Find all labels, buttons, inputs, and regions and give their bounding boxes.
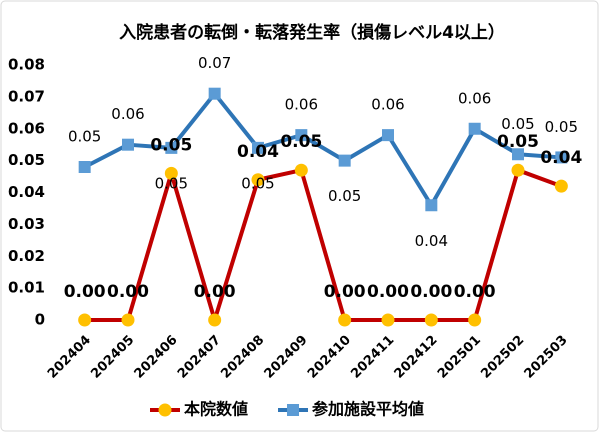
data-label: 0.00: [410, 282, 452, 302]
data-label: 0.00: [194, 282, 236, 302]
data-label: 0.05: [241, 174, 274, 192]
marker: [251, 173, 265, 187]
legend-item: 参加施設平均値: [278, 400, 424, 419]
data-label: 0.05: [280, 132, 322, 152]
data-label: 0.04: [540, 148, 582, 168]
marker: [468, 313, 482, 327]
data-label: 0.06: [458, 89, 491, 107]
chart-title: 入院患者の転倒・転落発生率（損傷レベル4以上）: [119, 22, 505, 43]
series-line: [83, 91, 562, 208]
data-label: 0.04: [415, 232, 448, 250]
data-label: 0.06: [111, 105, 144, 123]
y-tick-label: 0.01: [8, 279, 45, 297]
marker: [425, 199, 438, 212]
y-tick-label: 0: [35, 311, 45, 329]
data-label: 0.00: [64, 282, 106, 302]
data-label: 0.05: [545, 118, 578, 136]
data-label: 0.06: [285, 96, 318, 114]
data-label: 0.07: [198, 54, 231, 72]
marker: [338, 154, 351, 167]
legend-marker: [287, 404, 300, 416]
marker: [78, 161, 91, 173]
data-label: 0.00: [324, 282, 366, 302]
marker: [295, 129, 308, 142]
data-label: 0.00: [454, 282, 496, 302]
data-label: 0.04: [237, 142, 279, 162]
marker: [381, 313, 395, 327]
marker: [294, 163, 308, 177]
data-label: 0.05: [497, 132, 539, 152]
marker: [122, 138, 134, 151]
data-label: 0.05: [150, 135, 192, 155]
y-tick-label: 0.06: [8, 119, 45, 137]
marker: [554, 179, 568, 193]
marker: [511, 163, 525, 177]
legend-marker: [158, 403, 172, 417]
y-tick-label: 0.02: [8, 247, 45, 265]
y-tick-label: 0.05: [8, 151, 45, 169]
data-label: 0.00: [107, 282, 149, 302]
data-label: 0.00: [367, 282, 409, 302]
legend-label: 参加施設平均値: [312, 400, 424, 419]
series-line: [84, 168, 563, 322]
marker: [512, 148, 524, 161]
marker: [382, 129, 394, 142]
marker: [208, 87, 221, 100]
marker: [468, 122, 481, 135]
legend-item: 本院数値: [150, 400, 248, 419]
data-label: 0.05: [68, 128, 101, 146]
marker: [121, 313, 135, 327]
marker: [252, 141, 264, 154]
marker: [164, 166, 178, 180]
y-tick-label: 0.08: [8, 56, 45, 74]
marker: [78, 313, 92, 327]
marker: [165, 141, 178, 154]
y-tick-label: 0.04: [8, 183, 45, 201]
series: [78, 163, 568, 327]
data-label: 0.06: [371, 96, 404, 114]
marker: [338, 313, 352, 327]
legend-label: 本院数値: [184, 400, 248, 419]
data-label: 0.05: [328, 187, 361, 205]
marker: [208, 313, 222, 327]
y-tick-label: 0.03: [8, 215, 45, 233]
series: [78, 87, 568, 212]
data-label: 0.05: [155, 174, 188, 192]
marker: [424, 313, 438, 327]
marker: [555, 151, 568, 164]
data-label: 0.05: [501, 115, 534, 133]
y-tick-label: 0.07: [8, 87, 45, 105]
